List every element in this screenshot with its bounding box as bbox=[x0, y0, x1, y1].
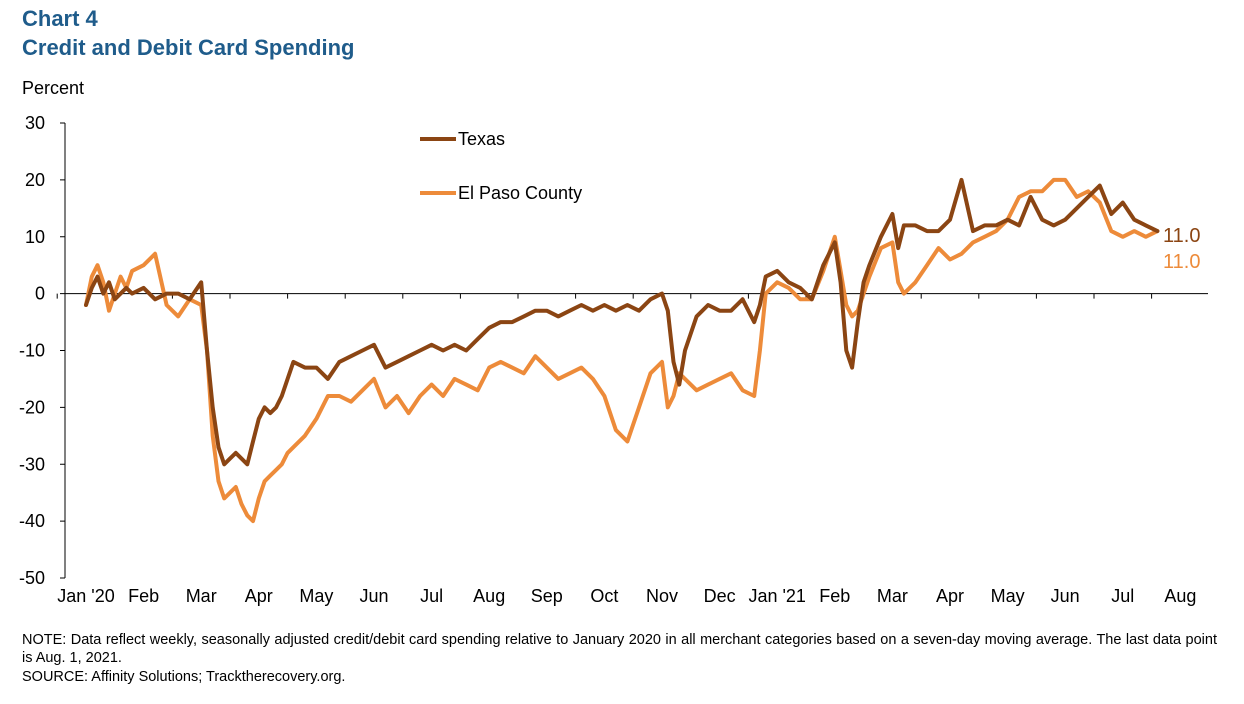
footnote: NOTE: Data reflect weekly, seasonally ad… bbox=[22, 632, 1217, 666]
x-tick-label: Jan '20 bbox=[57, 586, 114, 606]
x-tick-label: Feb bbox=[819, 586, 850, 606]
chart-title: Credit and Debit Card Spending bbox=[22, 35, 355, 60]
y-tick-label: -30 bbox=[19, 454, 45, 474]
x-tick-label: Jun bbox=[1051, 586, 1080, 606]
legend-label: Texas bbox=[458, 129, 505, 149]
x-tick-label: Nov bbox=[646, 586, 678, 606]
y-axis-label: Percent bbox=[22, 78, 85, 98]
y-tick-label: 30 bbox=[25, 113, 45, 133]
series-line-el-paso-county bbox=[84, 177, 1160, 524]
y-tick-label: -50 bbox=[19, 568, 45, 588]
x-tick-label: Mar bbox=[877, 586, 908, 606]
legend: Texas El Paso County bbox=[420, 129, 582, 203]
y-tick-label: -40 bbox=[19, 511, 45, 531]
y-tick-label: 10 bbox=[25, 227, 45, 247]
x-tick-label: Jul bbox=[420, 586, 443, 606]
x-ticks: Jan '20 Feb Mar Apr May Jun Jul Aug Sep Oct Nov Dec… bbox=[56, 293, 1196, 606]
x-tick-label: May bbox=[991, 586, 1025, 606]
x-tick-label: Aug bbox=[473, 586, 505, 606]
series-lines bbox=[84, 177, 1160, 524]
end-value-label: 11.0 bbox=[1163, 225, 1200, 247]
x-tick-label: May bbox=[299, 586, 333, 606]
x-tick-label: Jun bbox=[359, 586, 388, 606]
x-tick-label: Aug bbox=[1164, 586, 1196, 606]
x-tick-label: Apr bbox=[245, 586, 273, 606]
chart-number: Chart 4 bbox=[22, 6, 98, 31]
y-ticks: 30 20 10 0 -10 -20 -30 -40 -50 bbox=[19, 113, 65, 588]
y-tick-label: -10 bbox=[19, 341, 45, 361]
legend-label: El Paso County bbox=[458, 183, 582, 203]
end-labels: 11.0 11.0 bbox=[1163, 225, 1200, 273]
x-tick-label: Apr bbox=[936, 586, 964, 606]
x-tick-label: Mar bbox=[186, 586, 217, 606]
x-tick-label: Feb bbox=[128, 586, 159, 606]
x-tick-label: Dec bbox=[704, 586, 736, 606]
x-tick-label: Jan '21 bbox=[748, 586, 805, 606]
y-tick-label: 0 bbox=[35, 284, 45, 304]
x-tick-label: Sep bbox=[531, 586, 563, 606]
line-chart: 30 20 10 0 -10 -20 -30 -40 -50 Jan '20 Feb Mar Apr M… bbox=[19, 113, 1208, 606]
x-tick-label: Jul bbox=[1111, 586, 1134, 606]
y-tick-label: 20 bbox=[25, 170, 45, 190]
series-line-texas bbox=[84, 177, 1160, 467]
end-value-label: 11.0 bbox=[1163, 251, 1200, 273]
x-tick-label: Oct bbox=[590, 586, 618, 606]
source-note: SOURCE: Affinity Solutions; Trackthereco… bbox=[22, 669, 346, 685]
y-tick-label: -20 bbox=[19, 397, 45, 417]
